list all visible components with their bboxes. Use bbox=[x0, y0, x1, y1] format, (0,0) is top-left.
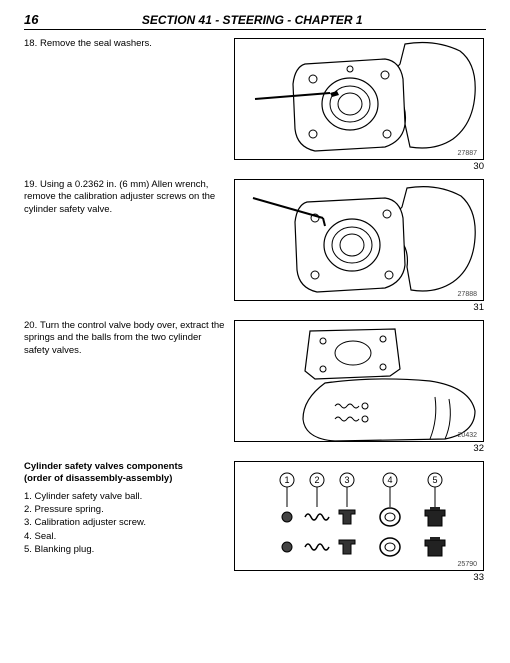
section-title: SECTION 41 - STEERING - CHAPTER 1 bbox=[38, 13, 466, 27]
components-title-line1: Cylinder safety valves components bbox=[24, 461, 183, 472]
step-text: 18.Remove the seal washers. bbox=[24, 38, 234, 50]
callout-label: 5 bbox=[432, 475, 437, 485]
step-row: 19.Using a 0.2362 in. (6 mm) Allen wrenc… bbox=[24, 179, 486, 316]
step-number: 18. bbox=[24, 38, 40, 50]
components-text: Cylinder safety valves components (order… bbox=[24, 461, 234, 556]
figure-number: 33 bbox=[473, 572, 484, 583]
callout-label: 4 bbox=[387, 475, 392, 485]
step-row: 18.Remove the seal washers. bbox=[24, 38, 486, 175]
callout-label: 3 bbox=[344, 475, 349, 485]
figure-column: 27887 30 bbox=[234, 38, 484, 175]
figure-label: 20432 bbox=[458, 432, 477, 439]
figure-column: 27888 31 bbox=[234, 179, 484, 316]
figure-32: 20432 bbox=[234, 320, 484, 442]
step-text: 19.Using a 0.2362 in. (6 mm) Allen wrenc… bbox=[24, 179, 234, 216]
step-number: 19. bbox=[24, 179, 40, 191]
component-item: 1. Cylinder safety valve ball. bbox=[24, 490, 228, 503]
figure-label: 27887 bbox=[458, 150, 477, 157]
step-body: Turn the control valve body over, extrac… bbox=[24, 320, 224, 356]
step-text: 20.Turn the control valve body over, ext… bbox=[24, 320, 234, 357]
components-title: Cylinder safety valves components (order… bbox=[24, 461, 228, 486]
figure-label: 27888 bbox=[458, 291, 477, 298]
components-title-line2: (order of disassembly-assembly) bbox=[24, 473, 172, 484]
figure-label: 25790 bbox=[458, 561, 477, 568]
component-item: 2. Pressure spring. bbox=[24, 503, 228, 516]
step-row: 20.Turn the control valve body over, ext… bbox=[24, 320, 486, 457]
content: 18.Remove the seal washers. bbox=[24, 38, 486, 586]
figure-33: 1 2 3 4 5 bbox=[234, 461, 484, 571]
page-header: 16 SECTION 41 - STEERING - CHAPTER 1 bbox=[24, 12, 486, 30]
components-list: 1. Cylinder safety valve ball. 2. Pressu… bbox=[24, 490, 228, 556]
figure-number: 30 bbox=[473, 161, 484, 172]
components-row: Cylinder safety valves components (order… bbox=[24, 461, 486, 586]
component-item: 4. Seal. bbox=[24, 530, 228, 543]
figure-number: 31 bbox=[473, 302, 484, 313]
figure-31: 27888 bbox=[234, 179, 484, 301]
page: 16 SECTION 41 - STEERING - CHAPTER 1 18.… bbox=[0, 0, 510, 663]
figure-column: 20432 32 bbox=[234, 320, 484, 457]
callout-label: 1 bbox=[284, 475, 289, 485]
figure-column: 1 2 3 4 5 bbox=[234, 461, 484, 586]
callout-label: 2 bbox=[314, 475, 319, 485]
figure-30: 27887 bbox=[234, 38, 484, 160]
figure-number: 32 bbox=[473, 443, 484, 454]
page-number: 16 bbox=[24, 12, 38, 27]
step-number: 20. bbox=[24, 320, 40, 332]
component-item: 5. Blanking plug. bbox=[24, 543, 228, 556]
step-body: Using a 0.2362 in. (6 mm) Allen wrench, … bbox=[24, 179, 215, 215]
step-body: Remove the seal washers. bbox=[40, 38, 152, 49]
component-item: 3. Calibration adjuster screw. bbox=[24, 516, 228, 529]
